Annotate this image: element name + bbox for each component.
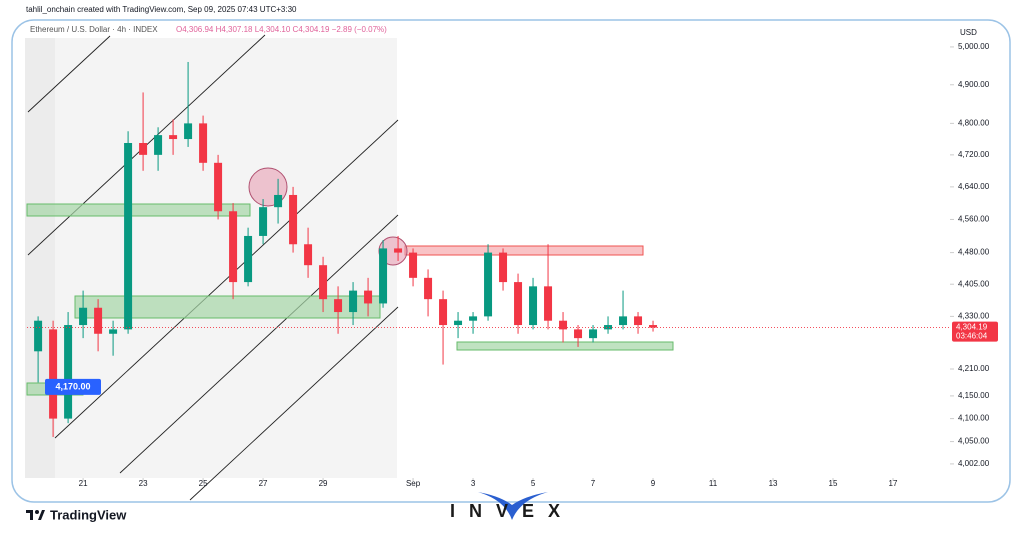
ohlc-legend: O4,306.94 H4,307.18 L4,304.10 C4,304.19 … (176, 25, 387, 34)
support-zone (26, 203, 251, 217)
plot: 5,000.00 4,900.00 4,800.00 4,720.00 4,640.00… (27, 42, 998, 488)
candle-body (334, 299, 343, 313)
candle-body (439, 299, 448, 326)
candle-body (484, 252, 493, 317)
frame (11, 19, 1011, 503)
candle-body (544, 286, 553, 321)
y-tick-label: 4,050.00 (958, 437, 990, 446)
logo-part (26, 510, 33, 513)
y-tick-label: 4,640.00 (958, 182, 990, 191)
shaded-range (25, 38, 397, 478)
channel-line (189, 306, 399, 501)
x-tick-label: 29 (319, 479, 328, 488)
resistance-zone (404, 245, 644, 256)
y-tick-label: 4,900.00 (958, 80, 990, 89)
candle-body (514, 282, 523, 326)
candle-body (64, 325, 73, 419)
symbol-legend: Ethereum / U.S. Dollar · 4h · INDEX (30, 25, 158, 34)
candle-body (634, 316, 643, 326)
annotation-box (45, 378, 101, 395)
candle-body (604, 325, 613, 330)
candle-body (169, 135, 178, 140)
candle-body (529, 286, 538, 326)
candle-body (469, 316, 478, 321)
candle-body (289, 194, 298, 245)
currency: USD (960, 28, 977, 37)
y-tick-label: 4,150.00 (958, 391, 990, 400)
candle-body (319, 265, 328, 300)
price-badge-label: 4,304.19 (956, 323, 988, 332)
candle-body (589, 329, 598, 339)
x-tick-label: 21 (79, 479, 88, 488)
candle-body (259, 207, 268, 236)
candle-body (199, 123, 208, 163)
candle-body (109, 329, 118, 334)
y-tick-label: 4,330.00 (958, 311, 990, 320)
candle-body (94, 307, 103, 334)
annotation-label: 4,170.00 (55, 381, 90, 391)
logo-part (30, 510, 33, 520)
candle-body (424, 277, 433, 300)
support-zone (456, 341, 674, 351)
logo-part (38, 510, 45, 520)
header: tahlil_onchain created with TradingView.… (26, 5, 297, 14)
x-tick-label: Sep (406, 479, 421, 488)
candle-body (559, 320, 568, 330)
candle-body (454, 320, 463, 326)
candle-body (139, 142, 148, 155)
candle-body (229, 211, 238, 283)
candle-body (79, 307, 88, 326)
y-tick-label: 5,000.00 (958, 42, 990, 51)
candle-body (274, 194, 283, 208)
candle-body (364, 290, 373, 304)
candle-body (244, 235, 253, 283)
channel-line (119, 214, 399, 474)
y-tick-label: 4,100.00 (958, 414, 990, 423)
tv-logo (26, 510, 45, 520)
candle-body (34, 320, 43, 352)
x-tick-label: 3 (471, 479, 476, 488)
candle-body (649, 325, 658, 328)
x-tick-label: 13 (769, 479, 778, 488)
candle-body (184, 123, 193, 140)
candle-body (394, 248, 403, 253)
watermark: INVEX (450, 501, 574, 521)
x-tick-label: 7 (591, 479, 596, 488)
y-tick-label: 4,210.00 (958, 364, 990, 373)
price-badge (952, 321, 998, 342)
x-tick-label: 27 (259, 479, 268, 488)
x-tick-label: 9 (651, 479, 656, 488)
brand: TradingView (50, 507, 127, 522)
y-tick-label: 4,800.00 (958, 118, 990, 127)
y-tick-label: 4,720.00 (958, 150, 990, 159)
channel-line (54, 119, 399, 439)
candle-body (214, 162, 223, 212)
candle-body (154, 135, 163, 155)
y-tick-label: 4,002.00 (958, 459, 990, 468)
candle-body (574, 329, 583, 339)
candle-body (49, 329, 58, 419)
x-tick-label: 17 (889, 479, 898, 488)
candle-body (379, 248, 388, 304)
y-tick-label: 4,560.00 (958, 215, 990, 224)
watermark-swoosh (478, 492, 548, 520)
candle-body (304, 244, 313, 266)
candle-body (409, 252, 418, 278)
x-tick-label: 23 (139, 479, 148, 488)
candle-body (349, 290, 358, 313)
candle-body (499, 252, 508, 283)
x-tick-label: 5 (531, 479, 536, 488)
channel-line (27, 35, 111, 113)
y-tick-label: 4,405.00 (958, 279, 990, 288)
y-tick-label: 4,480.00 (958, 248, 990, 257)
support-zone (74, 295, 381, 319)
candle-body (124, 142, 133, 330)
logo-part (35, 510, 39, 514)
x-tick-label: 25 (199, 479, 208, 488)
x-tick-label: 15 (829, 479, 838, 488)
x-tick-label: 11 (709, 479, 718, 488)
countdown: 03:46:04 (956, 332, 988, 341)
candle-body (619, 316, 628, 326)
